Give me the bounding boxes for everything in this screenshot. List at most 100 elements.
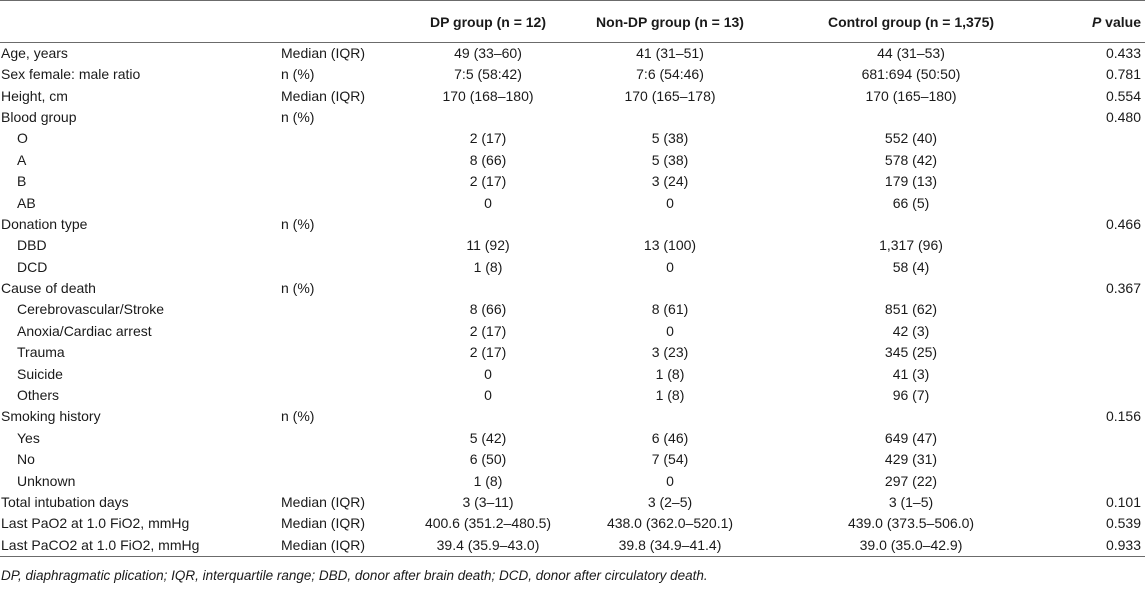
row-label: Cerebrovascular/Stroke [17, 301, 165, 318]
table-row: Unknown 1 (8) 0 297 (22) [0, 470, 1145, 491]
table-body: Age, years Median (IQR) 49 (33–60) 41 (31–5… [0, 43, 1145, 557]
row-label: Smoking history [1, 408, 101, 425]
cell-control-group: 439.0 (373.5–506.0) [847, 515, 975, 532]
cell-p-value [1056, 449, 1145, 470]
cell-dp-group: 5 (42) [469, 429, 507, 446]
cell-non-dp-group: 39.8 (34.9–41.4) [574, 534, 766, 557]
row-label: Unknown [17, 472, 76, 489]
row-label: Donation type [1, 215, 88, 232]
table-row: Yes 5 (42) 6 (46) 649 (47) [0, 428, 1145, 449]
table-footnote: DP, diaphragmatic plication; IQR, interq… [1, 567, 708, 583]
table-row: Age, years Median (IQR) 49 (33–60) 41 (31–5… [0, 43, 1145, 65]
cell-dp-group [402, 214, 574, 235]
row-statistic: n (%) [281, 66, 315, 83]
cell-control-group: 44 (31–53) [877, 45, 945, 61]
cell-p-value [1056, 257, 1145, 278]
row-statistic [280, 171, 402, 192]
row-label: B [17, 173, 27, 190]
cell-non-dp-group [574, 214, 766, 235]
cell-non-dp-group: 3 (24) [651, 173, 689, 190]
row-statistic: n (%) [281, 215, 315, 232]
row-label: Yes [17, 429, 40, 446]
cell-control-group: 39.0 (35.0–42.9) [766, 534, 1056, 557]
table-row: Total intubation days Median (IQR) 3 (3–11… [0, 492, 1145, 513]
cell-p-value [1056, 235, 1145, 256]
row-label: Total intubation days [1, 494, 129, 510]
cell-non-dp-group: 1 (8) [655, 365, 685, 382]
row-statistic [280, 428, 402, 449]
cell-non-dp-group: 13 (100) [643, 237, 697, 254]
cell-p-value: 0.480 [1105, 108, 1141, 125]
cell-dp-group: 2 (17) [469, 322, 507, 339]
cell-p-value: 0.466 [1105, 215, 1141, 232]
row-statistic [280, 470, 402, 491]
header-dp-group: DP group (n = 12) [402, 0, 574, 43]
row-label: Sex female: male ratio [1, 66, 141, 83]
cell-p-value [1056, 192, 1145, 213]
row-statistic: Median (IQR) [281, 87, 366, 104]
row-label: No [17, 451, 35, 468]
cell-non-dp-group: 5 (38) [651, 130, 689, 147]
cell-non-dp-group: 3 (2–5) [647, 494, 693, 510]
row-statistic [280, 321, 402, 342]
row-statistic: n (%) [281, 280, 315, 297]
cell-dp-group: 1 (8) [473, 258, 503, 275]
cell-p-value [1056, 363, 1145, 384]
row-label: O [17, 130, 28, 147]
cell-dp-group: 1 (8) [473, 472, 503, 489]
cell-control-group [766, 278, 1056, 299]
cell-control-group: 1,317 (96) [879, 237, 943, 254]
cell-non-dp-group: 41 (31–51) [636, 45, 704, 61]
cell-p-value: 0.539 [1105, 515, 1141, 532]
cell-non-dp-group: 5 (38) [651, 151, 689, 168]
cell-dp-group: 7:5 (58:42) [454, 66, 522, 83]
row-statistic [280, 192, 402, 213]
header-non-dp-group: Non-DP group (n = 13) [574, 0, 766, 43]
cell-p-value: 0.101 [1105, 494, 1141, 510]
cell-non-dp-group: 3 (23) [651, 344, 689, 361]
cell-dp-group: 8 (66) [469, 151, 507, 168]
cell-non-dp-group: 170 (165–178) [624, 87, 716, 104]
row-statistic: n (%) [281, 408, 315, 425]
cell-p-value [1056, 470, 1145, 491]
cell-control-group: 851 (62) [884, 301, 938, 318]
row-label: Blood group [1, 108, 77, 125]
cell-dp-group: 400.6 (351.2–480.5) [424, 515, 552, 532]
cell-p-value [1056, 128, 1145, 149]
cell-non-dp-group: 1 (8) [655, 387, 685, 404]
cell-dp-group [402, 406, 574, 427]
cell-dp-group: 2 (17) [469, 173, 507, 190]
cell-dp-group: 49 (33–60) [454, 45, 522, 61]
cell-p-value [1056, 150, 1145, 171]
cell-non-dp-group: 7 (54) [651, 451, 689, 468]
cell-non-dp-group: 438.0 (362.0–520.1) [606, 515, 734, 532]
row-statistic [280, 299, 402, 320]
cell-control-group: 42 (3) [892, 322, 930, 339]
cell-p-value [1056, 299, 1145, 320]
row-label: Height, cm [1, 87, 68, 104]
cell-dp-group: 11 (92) [466, 237, 510, 254]
table-row: Last PaO2 at 1.0 FiO2, mmHg Median (IQR) 4… [0, 513, 1145, 534]
cell-dp-group: 0 [484, 365, 492, 382]
table-row: A 8 (66) 5 (38) 578 (42) [0, 150, 1145, 171]
cell-dp-group [402, 278, 574, 299]
cell-dp-group: 170 (168–180) [442, 87, 534, 104]
cell-control-group: 649 (47) [884, 429, 938, 446]
cell-p-value: 0.367 [1105, 280, 1141, 297]
header-row: DP group (n = 12) Non-DP group (n = 13) … [0, 0, 1145, 43]
cell-dp-group: 0 [484, 387, 492, 404]
row-label: Last PaCO2 at 1.0 FiO2, mmHg [0, 534, 280, 557]
row-statistic [280, 128, 402, 149]
cell-dp-group: 0 [484, 194, 492, 211]
table-row: B 2 (17) 3 (24) 179 (13) [0, 171, 1145, 192]
header-p-suffix: value [1101, 13, 1141, 30]
row-statistic [280, 363, 402, 384]
table-row: Height, cm Median (IQR) 170 (168–180) 170 (… [0, 85, 1145, 106]
table-row: Anoxia/Cardiac arrest 2 (17) 0 42 (3) [0, 321, 1145, 342]
row-statistic: Median (IQR) [281, 515, 366, 532]
table-row: Sex female: male ratio n (%) 7:5 (58:42) 7:… [0, 64, 1145, 85]
cell-non-dp-group: 0 [666, 322, 674, 339]
table-row: Smoking history n (%) 0.156 [0, 406, 1145, 427]
cell-dp-group: 6 (50) [469, 451, 507, 468]
cell-p-value [1056, 342, 1145, 363]
